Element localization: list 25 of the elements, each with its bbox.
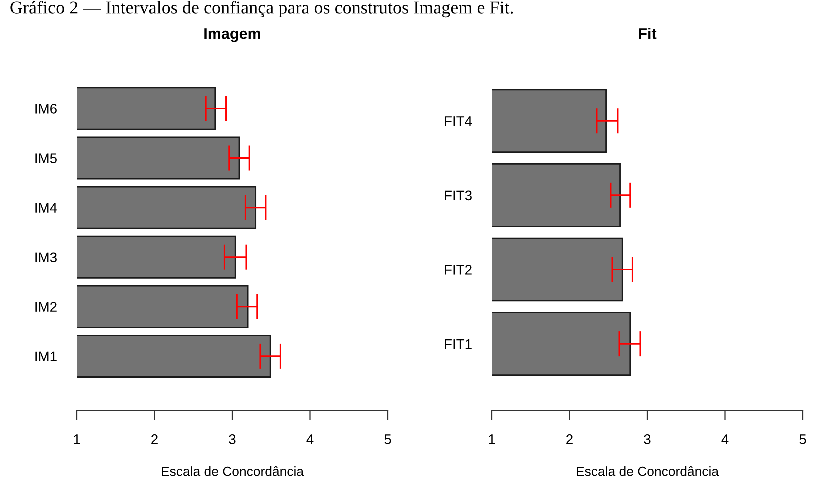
y-tick-label: IM5 [36, 154, 57, 164]
y-tick-label: FIT2 [445, 265, 472, 275]
x-tick-label: 2 [566, 434, 573, 444]
y-tick-label: FIT3 [445, 190, 472, 201]
x-tick-label: 4 [306, 434, 314, 444]
y-tick-label: IM6 [36, 104, 57, 114]
y-tick-label: IM2 [36, 302, 57, 312]
y-tick-label: IM4 [36, 203, 58, 213]
x-axis-title: Escala de Concordância [162, 466, 304, 476]
x-tick-label: 5 [384, 434, 392, 444]
y-tick-label: IM1 [36, 352, 57, 362]
x-tick-label: 3 [644, 434, 651, 444]
x-tick-label: 1 [74, 434, 80, 444]
y-tick-label: FIT1 [445, 340, 472, 350]
y-tick-label: IM3 [36, 252, 57, 263]
chart-title: Fit [639, 28, 657, 40]
x-tick-label: 2 [152, 434, 158, 444]
x-axis-title: Escala de Concordância [577, 466, 720, 476]
text: Gráfico 2 — Intervalos de confiança para os construtos Imagem e Fit. [10, 0, 514, 18]
x-tick-label: 5 [800, 434, 806, 444]
x-tick-label: 3 [229, 434, 236, 444]
chart-title: Imagem [204, 28, 260, 42]
x-tick-label: 4 [722, 434, 729, 444]
x-tick-label: 1 [489, 434, 496, 444]
y-tick-label: FIT4 [445, 116, 472, 126]
